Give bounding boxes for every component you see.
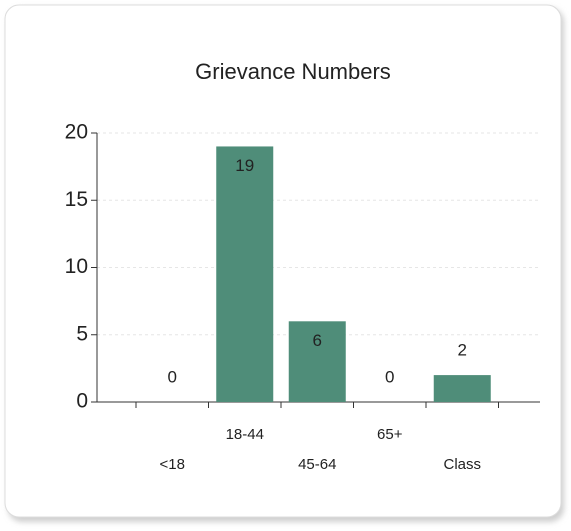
bar	[433, 375, 491, 402]
x-tick-label: 18-44	[226, 426, 264, 443]
y-tick-label: 15	[65, 188, 88, 211]
y-tick-label: 20	[65, 121, 88, 144]
x-tick-label: 45-64	[298, 456, 336, 473]
data-label: 6	[313, 331, 322, 350]
bar	[288, 321, 346, 402]
data-label: 0	[385, 367, 394, 386]
x-tick-label: Class	[443, 456, 481, 473]
x-tick-label: 65+	[377, 426, 403, 443]
chart-title: Grievance Numbers	[195, 59, 391, 84]
y-tick-label: 10	[65, 255, 88, 278]
y-tick-label: 0	[76, 390, 88, 413]
data-label: 2	[458, 341, 467, 360]
y-tick-label: 5	[76, 322, 88, 345]
data-label: 0	[168, 367, 177, 386]
x-tick-label: <18	[160, 456, 185, 473]
bar	[216, 146, 274, 402]
data-label: 19	[235, 156, 254, 175]
